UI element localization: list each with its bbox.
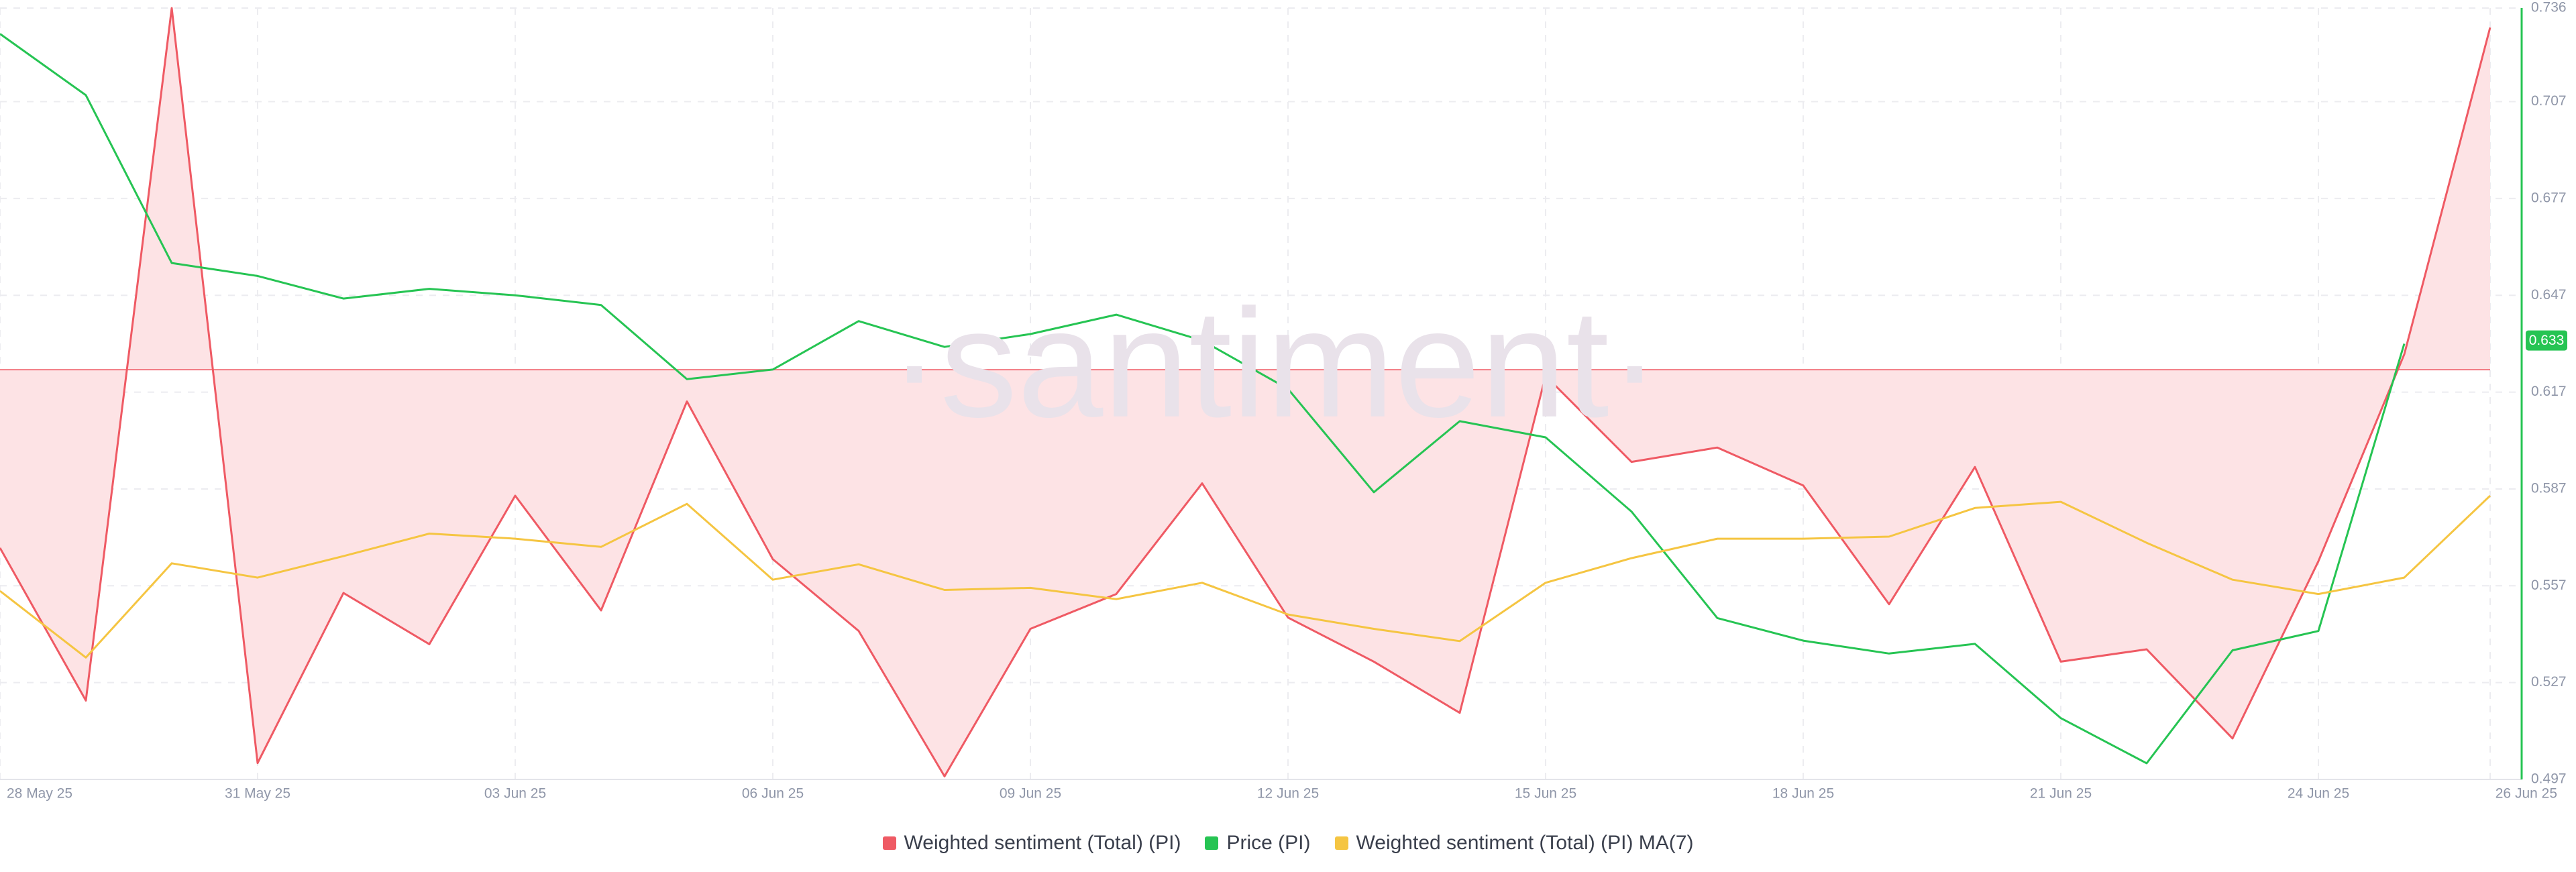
x-tick-label: 31 May 25 [225, 786, 290, 802]
legend-label: Weighted sentiment (Total) (PI) [904, 832, 1181, 854]
x-tick-label: 24 Jun 25 [2288, 786, 2349, 802]
legend: Weighted sentiment (Total) (PI) Price (PI… [0, 826, 2576, 860]
y2-tick-label: 0.497 [2531, 771, 2567, 787]
series-line [0, 33, 2406, 765]
x-tick-label: 12 Jun 25 [1257, 786, 1319, 802]
x-tick-label: 06 Jun 25 [742, 786, 804, 802]
legend-swatch [1205, 836, 1219, 850]
y2-tick-label: 0.617 [2531, 384, 2567, 399]
x-tick-label: 09 Jun 25 [1000, 786, 1061, 802]
chart: 0.497 0.527 0.557 0.587 0.617 0.647 0.677 0.707… [0, 0, 2567, 802]
legend-item[interactable]: Weighted sentiment (Total) (PI) MA(7) [1334, 832, 1694, 855]
legend-swatch [882, 836, 896, 850]
legend-item[interactable]: Price (PI) [1205, 832, 1311, 855]
y2-tick-label: 0.527 [2531, 674, 2567, 690]
legend-swatch [1334, 836, 1348, 850]
legend-label: Weighted sentiment (Total) (PI) MA(7) [1356, 832, 1694, 854]
y2-tick-label: 0.707 [2531, 93, 2567, 109]
x-tick-label: 15 Jun 25 [1515, 786, 1576, 802]
watermark: ·santiment· [889, 277, 1660, 449]
x-tick-label: 18 Jun 25 [1772, 786, 1834, 802]
x-tick-label: 28 May 25 [7, 786, 72, 802]
x-tick-label: 03 Jun 25 [484, 786, 546, 802]
y2-tick-label: 0.647 [2531, 287, 2567, 303]
price-badge-label: 0.633 [2529, 333, 2565, 348]
series-line [0, 7, 2491, 777]
y2-tick-label: 0.587 [2531, 480, 2567, 496]
price-badge [2526, 330, 2567, 351]
series-line [0, 494, 2491, 659]
x-tick-label: 21 Jun 25 [2030, 786, 2092, 802]
x-tick-label: 26 Jun 25 [2496, 786, 2557, 802]
y2-tick-label: 0.736 [2531, 0, 2567, 15]
y2-tick-label: 0.557 [2531, 578, 2567, 593]
legend-item[interactable]: Weighted sentiment (Total) (PI) [882, 832, 1181, 855]
sentiment-area [0, 8, 2490, 777]
y2-tick-label: 0.677 [2531, 190, 2567, 205]
legend-label: Price (PI) [1226, 832, 1311, 854]
